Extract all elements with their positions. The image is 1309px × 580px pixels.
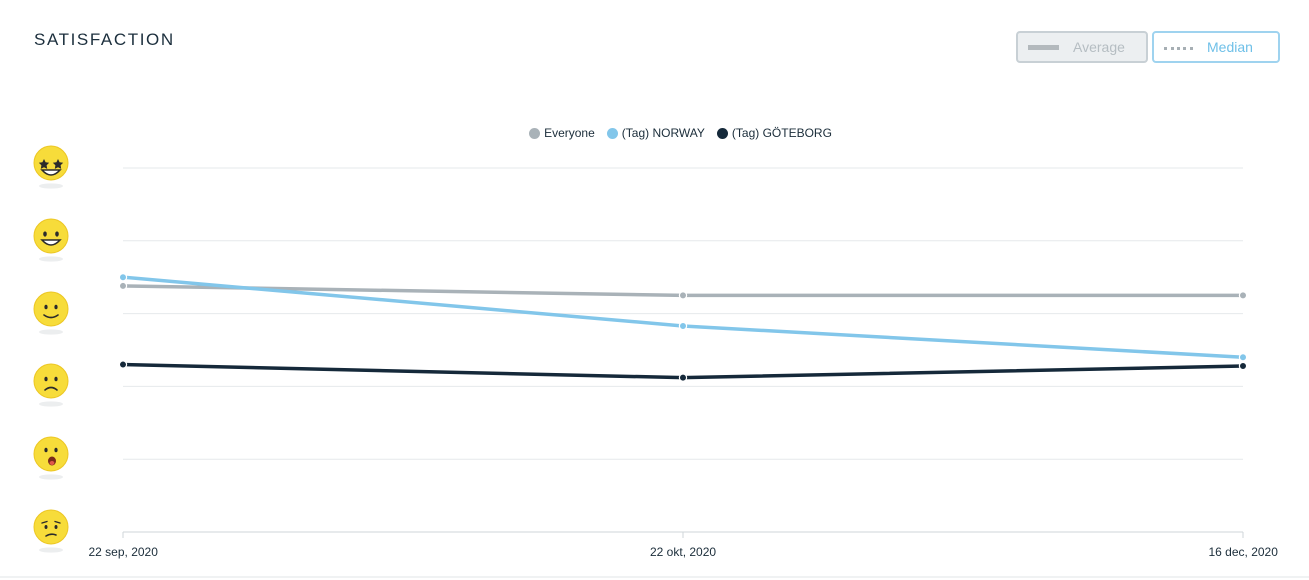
x-tick-label: 16 dec, 2020	[1208, 545, 1278, 559]
data-point-tag-norway	[1238, 353, 1248, 362]
legend-item-everyone[interactable]: Everyone	[529, 125, 595, 141]
data-point-everyone	[118, 281, 128, 291]
data-point-tag-g-teborg	[678, 373, 688, 382]
legend-item-goteborg[interactable]: (Tag) GÖTEBORG	[716, 125, 832, 141]
median-toggle-label: Median	[1207, 39, 1253, 55]
legend-dot-everyone-icon	[529, 127, 541, 139]
slightly-frowning-face-icon	[32, 362, 70, 408]
legend-dot-goteborg-icon	[716, 127, 728, 139]
data-point-tag-g-teborg	[118, 360, 128, 369]
data-point-everyone	[678, 291, 688, 300]
dotted-line-swatch-icon	[1164, 46, 1193, 50]
legend-item-norway[interactable]: (Tag) NORWAY	[606, 125, 705, 141]
data-point-tag-g-teborg	[1238, 361, 1248, 371]
legend-dot-norway-icon	[606, 127, 618, 139]
footer-divider	[0, 576, 1309, 578]
x-tick-label: 22 sep, 2020	[88, 545, 158, 559]
confused-face-icon	[32, 508, 70, 554]
average-toggle-label: Average	[1073, 39, 1125, 55]
data-point-everyone	[1238, 291, 1248, 300]
slightly-smiling-face-icon	[32, 290, 70, 336]
grinning-face-icon	[32, 217, 70, 263]
legend-label: (Tag) NORWAY	[621, 126, 705, 140]
star-struck-face-icon	[32, 144, 70, 190]
solid-line-swatch-icon	[1028, 44, 1059, 50]
average-toggle-button[interactable]: Average	[1016, 31, 1148, 63]
chart-title: SATISFACTION	[34, 30, 175, 49]
data-point-tag-norway	[118, 273, 128, 282]
chart-legend: Everyone (Tag) NORWAY (Tag) GÖTEBORG	[0, 125, 1309, 141]
median-toggle-button[interactable]: Median	[1152, 31, 1280, 63]
legend-label: (Tag) GÖTEBORG	[731, 126, 832, 140]
surprised-open-mouth-face-icon	[32, 435, 70, 481]
x-tick-label: 22 okt, 2020	[650, 545, 717, 559]
legend-label: Everyone	[544, 126, 595, 140]
data-point-tag-norway	[678, 321, 688, 331]
